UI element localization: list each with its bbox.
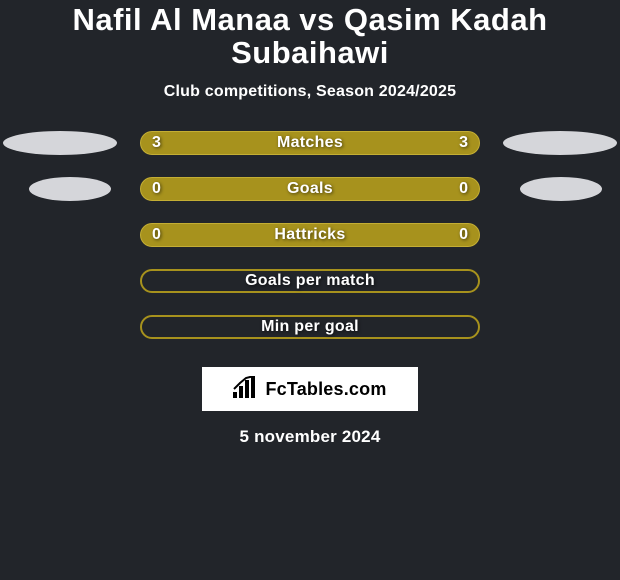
stat-label: Goals per match [140, 269, 480, 293]
page-title: Nafil Al Manaa vs Qasim Kadah Subaihawi [0, 4, 620, 69]
left-badge-ellipse [3, 131, 117, 155]
stat-row: Hattricks0 0 [0, 223, 620, 269]
stat-value-right: 0 [459, 223, 468, 247]
fctables-logo[interactable]: FcTables.com [202, 367, 418, 411]
subtitle: Club competitions, Season 2024/2025 [0, 83, 620, 101]
left-badge-ellipse [29, 177, 111, 201]
stat-label: Min per goal [140, 315, 480, 339]
stat-label: Hattricks [140, 223, 480, 247]
stat-value-left: 3 [152, 131, 161, 155]
stats-comparison-card: Nafil Al Manaa vs Qasim Kadah Subaihawi … [0, 0, 620, 580]
stat-row: Goals0 0 [0, 177, 620, 223]
stat-label: Matches [140, 131, 480, 155]
stat-value-left: 0 [152, 177, 161, 201]
stat-label: Goals [140, 177, 480, 201]
stat-value-right: 0 [459, 177, 468, 201]
date-text: 5 november 2024 [0, 427, 620, 447]
stat-value-left: 0 [152, 223, 161, 247]
chart-bars-icon [233, 376, 259, 403]
stat-row: Matches3 3 [0, 131, 620, 177]
logo-text: FcTables.com [265, 379, 386, 400]
stat-row: Min per goal [0, 315, 620, 361]
stats-rows: Matches33Goals00Hattricks00Goals per mat… [0, 131, 620, 361]
right-badge-ellipse [503, 131, 617, 155]
stat-row: Goals per match [0, 269, 620, 315]
right-badge-ellipse [520, 177, 602, 201]
stat-value-right: 3 [459, 131, 468, 155]
